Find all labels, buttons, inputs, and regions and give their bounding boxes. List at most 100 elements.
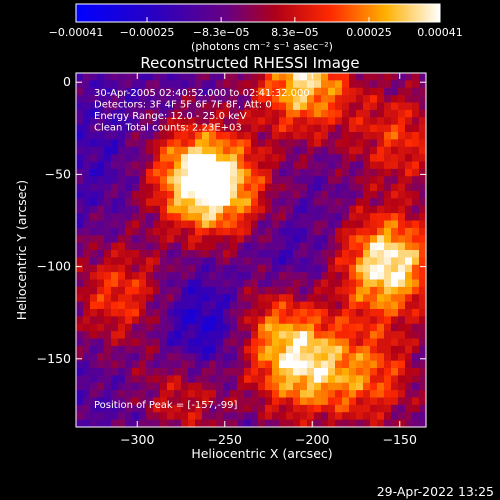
heatmap-cell [363,316,371,325]
heatmap-cell [118,183,126,192]
heatmap-cell [111,286,119,295]
heatmap-cell [405,183,413,192]
heatmap-cell [209,220,217,229]
heatmap-cell [97,205,105,214]
heatmap-cell [83,227,91,236]
heatmap-cell [293,390,301,399]
heatmap-cell [167,316,175,325]
heatmap-cell [146,242,154,251]
heatmap-cell [335,154,343,163]
heatmap-cell [195,146,203,155]
heatmap-cell [139,404,147,413]
heatmap-cell [167,154,175,163]
heatmap-cell [251,375,259,384]
heatmap-cell [160,345,168,354]
heatmap-cell [90,257,98,266]
heatmap-cell [356,382,364,391]
heatmap-cell [160,242,168,251]
heatmap-cell [342,102,350,111]
heatmap-cell [321,183,329,192]
heatmap-cell [251,132,259,140]
heatmap-cell [244,205,252,214]
heatmap-cell [104,139,112,148]
heatmap-cell [188,146,196,155]
heatmap-cell [174,397,182,406]
heatmap-cell [419,146,427,155]
heatmap-cell [237,205,245,214]
heatmap-cell [237,95,245,104]
heatmap-cell [328,294,336,303]
heatmap-cell [251,95,259,104]
heatmap-cell [258,360,266,369]
heatmap-cell [76,338,84,347]
heatmap-cell [195,80,203,89]
heatmap-cell [167,132,175,140]
heatmap-cell [286,227,294,236]
heatmap-cell [419,183,427,192]
heatmap-cell [398,242,406,251]
heatmap-cell [272,176,280,185]
heatmap-cell [349,117,357,126]
heatmap-cell [76,272,84,281]
heatmap-cell [237,102,245,111]
heatmap-cell [181,382,189,391]
heatmap-cell [405,353,413,362]
heatmap-cell [90,80,98,89]
colorbar-tick-label: 0.00025 [346,26,392,39]
heatmap-cell [104,419,112,428]
heatmap-cell [405,397,413,406]
heatmap-cell [90,109,98,118]
heatmap-cell [258,368,266,376]
heatmap-cell [328,264,336,273]
heatmap-cell [419,390,427,399]
heatmap-cell [370,124,378,133]
heatmap-cell [139,80,147,89]
heatmap-cell [377,139,385,148]
heatmap-cell [167,235,175,244]
heatmap-cell [335,257,343,266]
heatmap-cell [174,272,182,281]
heatmap-cell [293,360,301,369]
heatmap-cell [104,95,112,104]
heatmap-cell [237,286,245,295]
heatmap-cell [230,242,238,251]
heatmap-cell [412,242,420,251]
heatmap-cell [139,375,147,384]
heatmap-cell [314,264,322,273]
heatmap-cell [153,117,161,126]
heatmap-cell [76,323,84,332]
heatmap-cell [405,220,413,229]
heatmap-cell [384,250,392,258]
heatmap-cell [370,368,378,376]
heatmap-cell [174,102,182,111]
heatmap-cell [314,161,322,170]
heatmap-cell [216,102,224,111]
heatmap-cell [202,242,210,251]
heatmap-cell [223,235,231,244]
heatmap-cell [286,146,294,155]
heatmap-cell [377,250,385,258]
heatmap-cell [349,331,357,340]
heatmap-cell [167,257,175,266]
heatmap-cell [419,220,427,229]
heatmap-cell [258,257,266,266]
heatmap-cell [139,382,147,391]
heatmap-cell [195,375,203,384]
heatmap-cell [279,331,287,340]
heatmap-cell [286,419,294,428]
heatmap-cell [391,375,399,384]
heatmap-cell [90,213,98,222]
heatmap-cell [111,198,119,207]
heatmap-cell [174,331,182,340]
heatmap-cell [370,132,378,140]
heatmap-cell [139,279,147,288]
heatmap-cell [321,168,329,177]
heatmap-cell [160,109,168,118]
heatmap-cell [202,198,210,207]
heatmap-cell [188,80,196,89]
heatmap-cell [356,257,364,266]
heatmap-cell [321,279,329,288]
heatmap-cell [384,139,392,148]
heatmap-cell [118,301,126,310]
heatmap-cell [181,272,189,281]
